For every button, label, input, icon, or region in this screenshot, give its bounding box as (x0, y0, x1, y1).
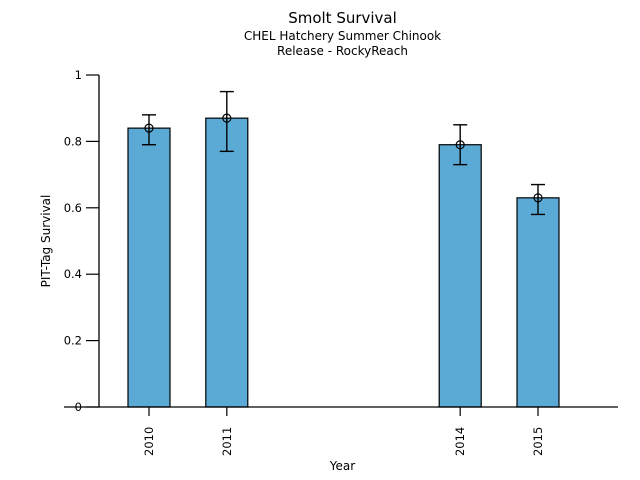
y-tick-label-0.6: 0.6 (64, 201, 82, 215)
x-axis-label: Year (329, 459, 356, 473)
bar-2010 (127, 127, 171, 408)
y-tick-label-0.8: 0.8 (64, 134, 82, 148)
bar-2015 (516, 197, 560, 408)
x-tick-label-2015: 2015 (531, 427, 545, 456)
y-tick-label-0: 0 (75, 400, 82, 414)
y-tick-label-1: 1 (75, 68, 82, 82)
point-marker-2011 (222, 113, 232, 123)
point-marker-2014 (455, 140, 465, 150)
chart-subtitle-line1: CHEL Hatchery Summer Chinook (243, 29, 442, 43)
bar-2011 (205, 117, 249, 408)
chart-subtitle-line2: Release - RockyReach (277, 44, 408, 58)
y-tick-label-0.2: 0.2 (64, 334, 82, 348)
bar-2014 (438, 144, 482, 408)
y-tick-label-0.4: 0.4 (64, 267, 82, 281)
x-tick-label-2011: 2011 (220, 427, 234, 456)
point-marker-2010 (144, 123, 154, 133)
chart-title: Smolt Survival (288, 9, 397, 27)
point-marker-2015 (533, 193, 543, 203)
x-tick-label-2014: 2014 (453, 427, 467, 456)
x-tick-label-2010: 2010 (142, 427, 156, 456)
